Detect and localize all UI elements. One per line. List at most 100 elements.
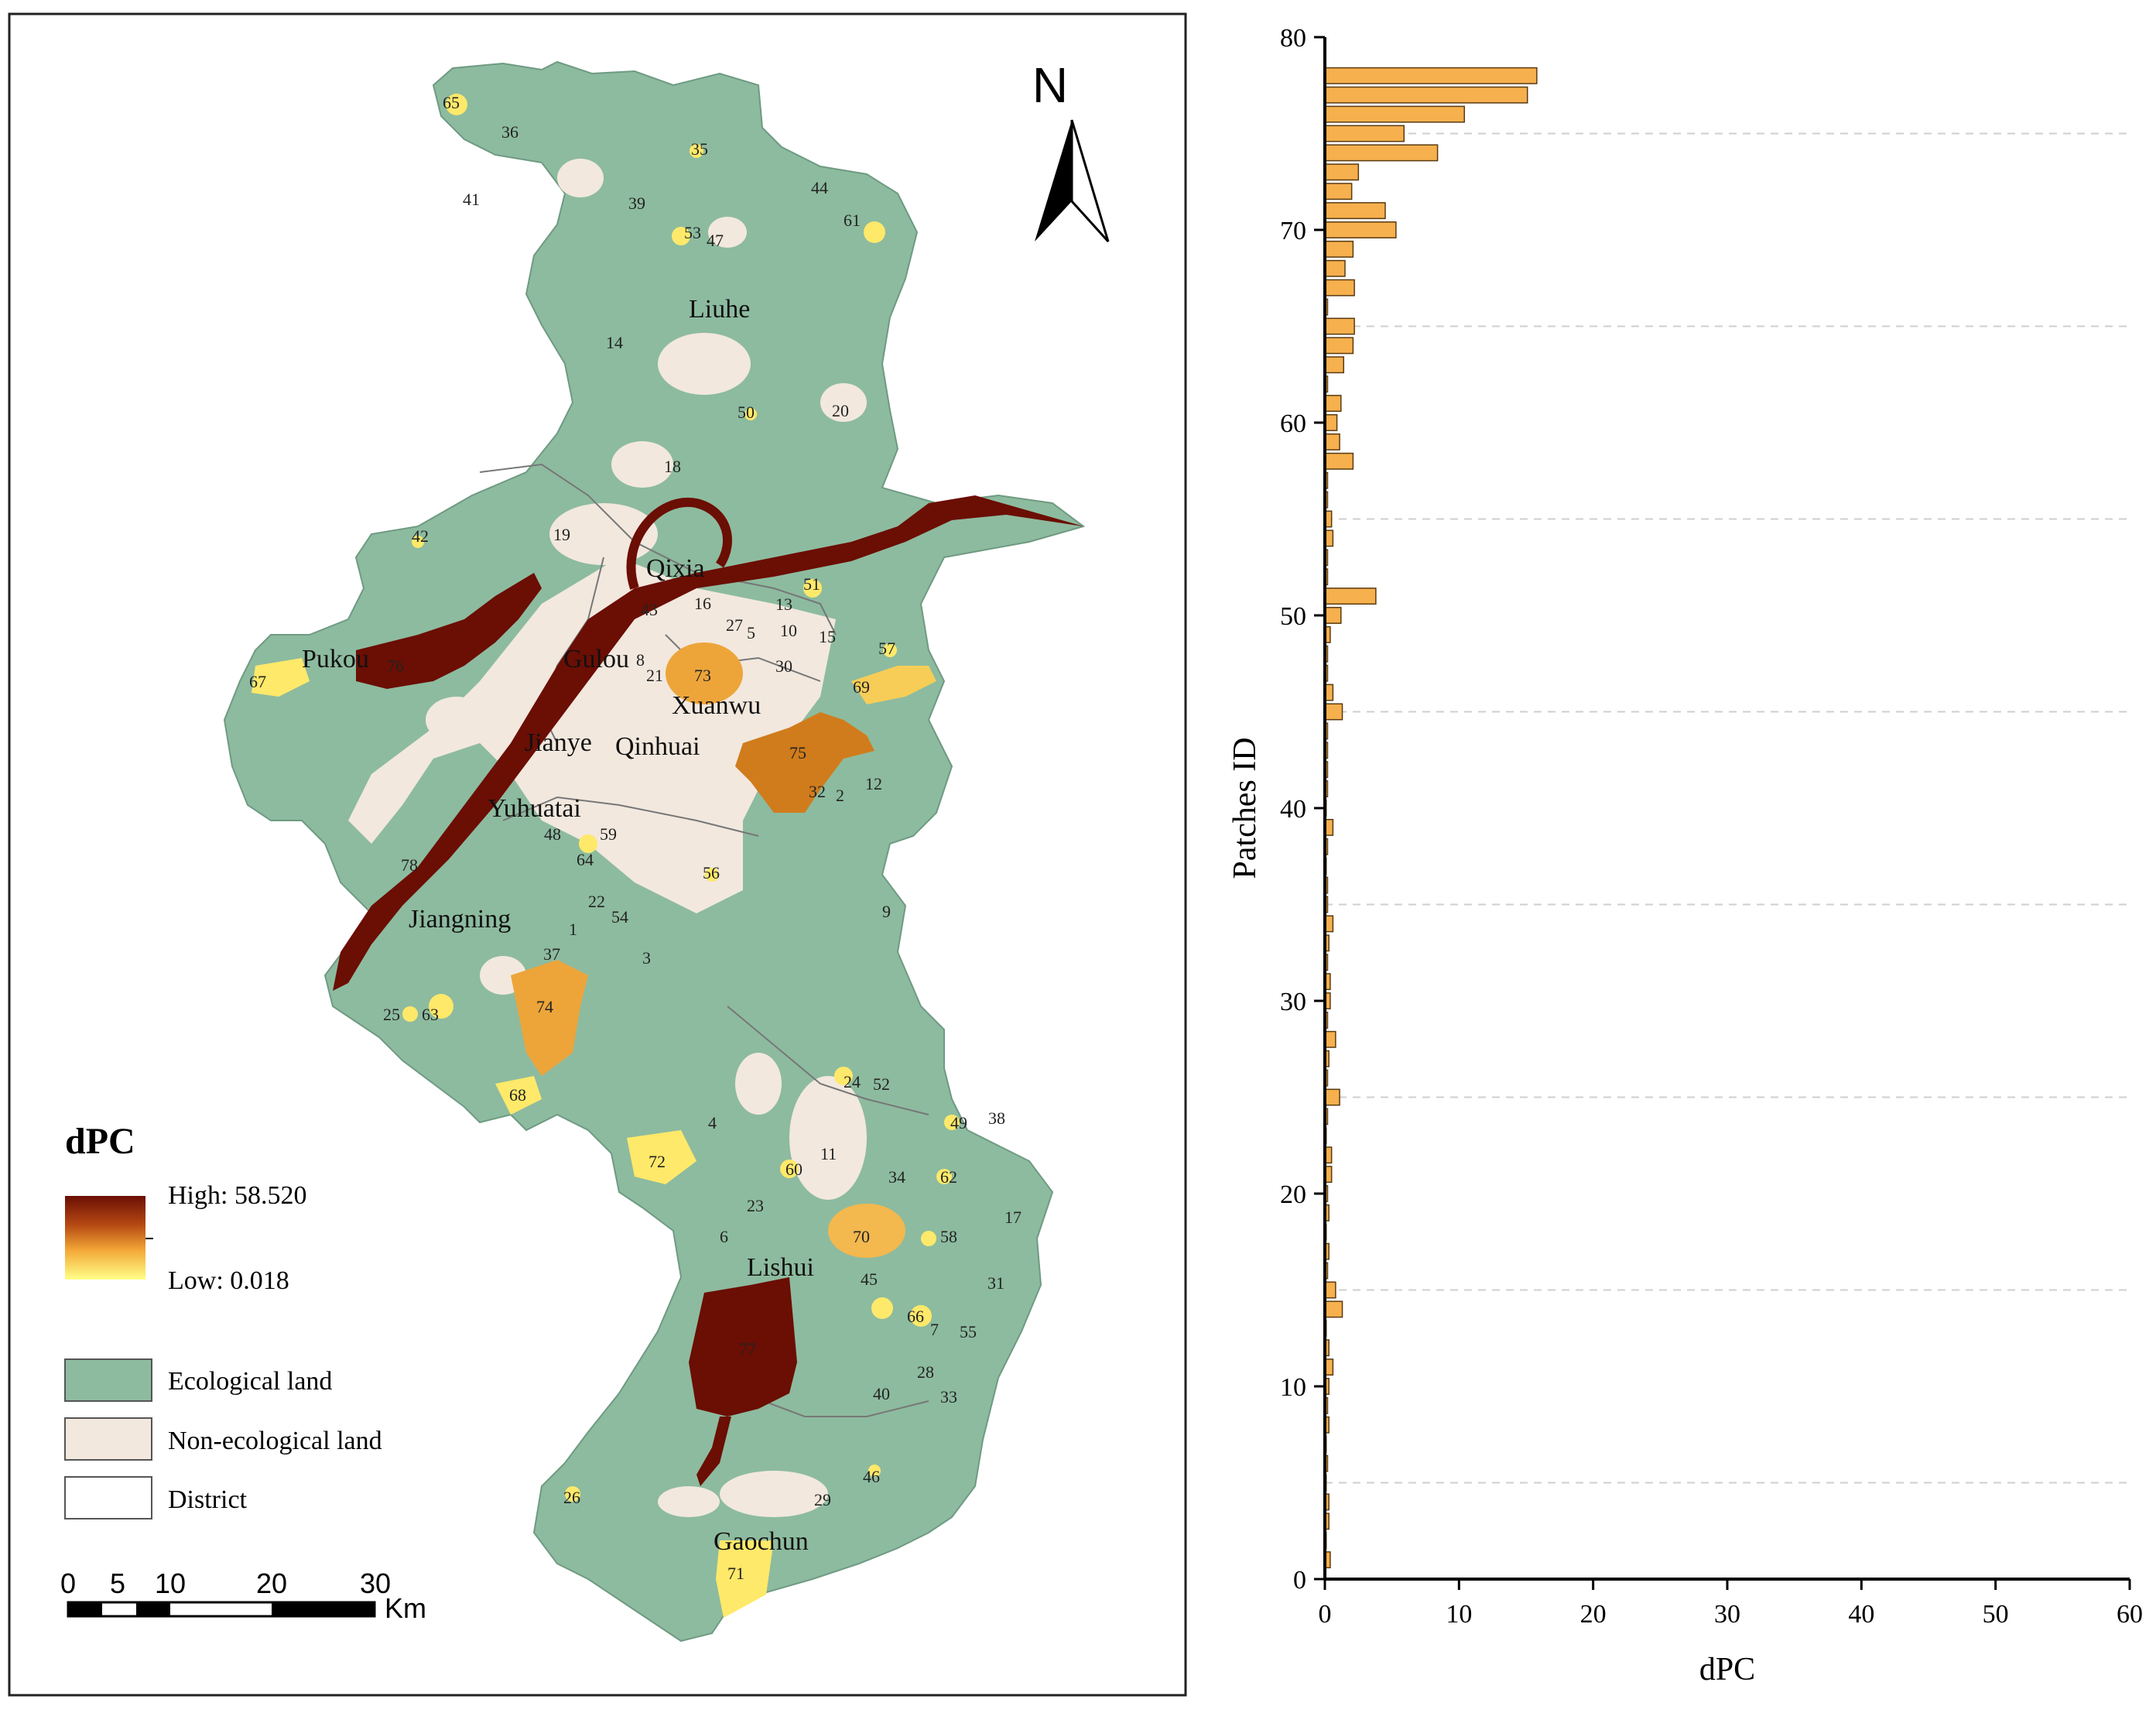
patch-label: 20 xyxy=(832,401,849,420)
bar-patch-14 xyxy=(1324,1300,1343,1318)
bar-patch-28 xyxy=(1324,1030,1336,1048)
bar-patch-67 xyxy=(1324,279,1355,296)
patch-label: 52 xyxy=(873,1074,890,1094)
bar-patch-69 xyxy=(1324,240,1354,258)
patch-label: 34 xyxy=(888,1167,905,1187)
bar-patch-78 xyxy=(1324,67,1538,84)
bar-patch-59 xyxy=(1324,433,1340,451)
patch-label: 42 xyxy=(412,526,429,546)
patch-label: 12 xyxy=(865,774,882,793)
patch-69 xyxy=(851,666,936,704)
x-tick-label: 40 xyxy=(1848,1600,1874,1629)
district-labels: Liuhe Qixia Pukou Gulou Xuanwu Jianye Qi… xyxy=(302,295,814,1556)
y-tick-label: 80 xyxy=(1280,24,1306,53)
patch-label: 1 xyxy=(569,920,577,939)
patch-labels: 65 36 35 41 39 53 47 44 61 14 50 20 18 4… xyxy=(249,93,1022,1583)
patch-label: 17 xyxy=(1004,1208,1022,1227)
patch-71 xyxy=(716,1540,774,1618)
patch-label: 13 xyxy=(775,594,792,614)
patch-label: 69 xyxy=(853,677,870,697)
patch-label: 36 xyxy=(501,122,518,142)
map-svg: Liuhe Qixia Pukou Gulou Xuanwu Jianye Qi… xyxy=(8,12,1187,1697)
bar-patch-73 xyxy=(1324,163,1360,181)
patch-label: 58 xyxy=(940,1227,957,1246)
bar-patch-75 xyxy=(1324,125,1405,142)
patch-label: 8 xyxy=(636,650,645,670)
river-loop xyxy=(626,497,732,590)
y-tick-label: 10 xyxy=(1280,1373,1306,1402)
patch-74 xyxy=(511,960,588,1076)
north-label: N xyxy=(1032,57,1068,113)
patch-label: 72 xyxy=(649,1152,666,1171)
patch-label: 22 xyxy=(588,892,605,911)
y-tick-label: 60 xyxy=(1280,409,1306,438)
legend-gradient xyxy=(65,1196,145,1280)
bar-patch-58 xyxy=(1324,452,1354,470)
patch-label: 71 xyxy=(727,1564,744,1583)
legend-swatch-nonecological xyxy=(64,1417,152,1461)
legend-swatch-ecological xyxy=(64,1358,152,1402)
patch-label: 21 xyxy=(646,666,663,685)
patch-label: 44 xyxy=(811,178,828,197)
bar-patch-63 xyxy=(1324,356,1345,374)
scale-tick-label: 20 xyxy=(256,1567,287,1599)
bar-patch-64 xyxy=(1324,337,1354,355)
scale-tick-label: 10 xyxy=(155,1567,186,1599)
x-tick-label: 0 xyxy=(1319,1600,1332,1629)
bar-patch-65 xyxy=(1324,317,1355,335)
bar-patch-45 xyxy=(1324,703,1343,721)
patch-label: 43 xyxy=(641,600,658,619)
patch-label: 68 xyxy=(509,1085,526,1105)
patch-label: 24 xyxy=(844,1072,861,1091)
patch-label: 5 xyxy=(747,623,755,642)
patch-label: 2 xyxy=(836,786,844,805)
north-arrow: N xyxy=(1032,57,1110,243)
bar-patch-51 xyxy=(1324,588,1377,605)
patch-label: 32 xyxy=(809,782,826,801)
patch-67 xyxy=(252,658,310,697)
patch-label: 7 xyxy=(930,1320,939,1339)
patch-label: 48 xyxy=(544,824,561,844)
y-tick-label: 20 xyxy=(1280,1180,1306,1209)
bar-patch-50 xyxy=(1324,607,1342,624)
scale-unit: Km xyxy=(385,1592,426,1624)
dpc-bar-chart: 0 10 20 30 40 50 60 0 10 20 30 40 50 60 70 80 dPC Patch… xyxy=(1227,24,2143,1687)
patch-label: 50 xyxy=(737,403,755,422)
patch-label: 9 xyxy=(882,902,891,921)
y-tick-label: 50 xyxy=(1280,602,1306,631)
x-tick-label: 50 xyxy=(1983,1600,2009,1629)
patch-label: 56 xyxy=(703,863,720,882)
district-label: Gaochun xyxy=(714,1527,809,1556)
patch-label: 47 xyxy=(707,231,724,250)
scale-tick-label: 0 xyxy=(60,1567,76,1599)
patch-label: 26 xyxy=(563,1488,580,1507)
patch-label: 39 xyxy=(628,194,645,213)
bar-patch-74 xyxy=(1324,144,1439,162)
patch-label: 59 xyxy=(600,824,617,844)
patch-label: 10 xyxy=(780,621,797,640)
patch-label: 70 xyxy=(853,1227,870,1246)
patch-label: 16 xyxy=(694,594,711,613)
district-label: Qinhuai xyxy=(615,732,700,761)
patch-label: 4 xyxy=(708,1113,717,1132)
patch-label: 29 xyxy=(814,1490,831,1509)
patch-label: 73 xyxy=(694,666,711,685)
patch-label: 45 xyxy=(861,1269,878,1289)
small-yellow-patches xyxy=(402,94,960,1502)
patch-70 xyxy=(828,1204,905,1258)
scale-tick-label: 30 xyxy=(360,1567,391,1599)
x-tick-label: 20 xyxy=(1580,1600,1607,1629)
y-tick-label: 30 xyxy=(1280,988,1306,1016)
patch-label: 54 xyxy=(611,907,628,927)
legend-high-label: High: 58.520 xyxy=(168,1181,306,1210)
patch-label: 11 xyxy=(820,1144,837,1163)
bar-patch-61 xyxy=(1324,395,1342,413)
district-label: Yuhuatai xyxy=(488,794,581,823)
legend-swatch-district xyxy=(64,1476,152,1519)
bar-patch-15 xyxy=(1324,1281,1336,1299)
patch-label: 55 xyxy=(960,1322,977,1341)
patch-label: 63 xyxy=(422,1005,439,1024)
patch-label: 64 xyxy=(577,850,594,869)
bar-patch-76 xyxy=(1324,105,1466,123)
patch-75 xyxy=(735,712,874,813)
